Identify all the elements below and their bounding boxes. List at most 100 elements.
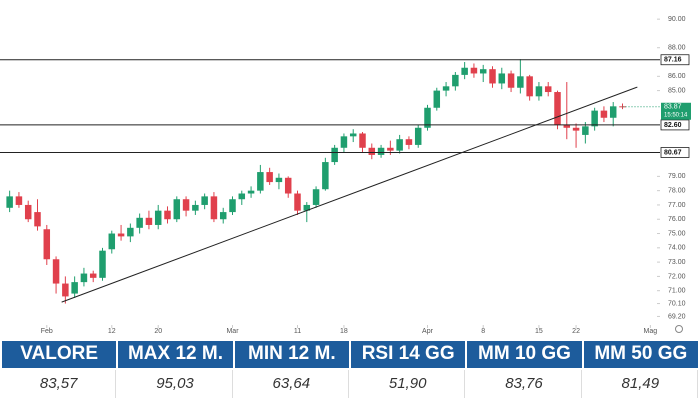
candle-body <box>210 196 218 220</box>
x-tick-label: 18 <box>340 328 348 335</box>
level-label-box <box>660 119 690 131</box>
x-tick-label: 8 <box>481 328 485 335</box>
candle-body <box>89 273 97 278</box>
value-cell: 51,90 <box>351 369 466 398</box>
candle-body <box>117 233 125 237</box>
value-cell: 81,49 <box>584 369 698 398</box>
candle-body <box>507 73 515 88</box>
settings-icon[interactable] <box>675 325 683 333</box>
y-tick-label: 76.00 <box>668 216 686 223</box>
candle-body <box>201 196 208 205</box>
candle-body <box>405 139 413 145</box>
x-tick-label: 20 <box>154 328 162 335</box>
header-cell: MM 10 GG <box>467 341 582 368</box>
candle-body <box>284 177 292 194</box>
candle-body <box>359 133 366 148</box>
candle-body <box>340 136 348 148</box>
level-label: 82.60 <box>664 122 682 129</box>
candle-body <box>461 67 468 75</box>
y-tick-label: 71.00 <box>668 288 686 295</box>
y-tick-label: 72.00 <box>668 273 686 280</box>
y-tick-label: 73.00 <box>668 259 686 266</box>
candle-body <box>572 127 580 131</box>
stats-table: VALORE MAX 12 M. MIN 12 M. RSI 14 GG MM 10 G… <box>0 339 700 400</box>
header-cell: VALORE <box>2 341 117 368</box>
level-label-box <box>660 54 690 66</box>
x-tick-label: 12 <box>108 328 116 335</box>
candle-body <box>219 212 227 220</box>
y-tick-label: 85.00 <box>668 87 686 94</box>
level-label-box <box>660 147 690 158</box>
value-cell: 83,57 <box>2 369 117 398</box>
candle-body <box>108 233 116 250</box>
candle-body <box>591 110 598 127</box>
x-tick-label: Feb <box>41 328 53 335</box>
y-tick-label: 75.00 <box>668 230 686 237</box>
candle-body <box>136 217 143 228</box>
candle-body <box>433 90 441 108</box>
candle-body <box>173 199 181 220</box>
y-tick-label: 70.10 <box>668 300 686 307</box>
level-label: 80.67 <box>664 149 682 156</box>
header-cell: MM 50 GG <box>583 341 698 368</box>
candle-body <box>489 69 496 84</box>
candle-body <box>99 250 106 278</box>
header-cell: RSI 14 GG <box>350 341 466 368</box>
value-cell: 63,64 <box>235 369 349 398</box>
candle-body <box>368 147 376 155</box>
y-tick-label: 88.00 <box>668 45 686 52</box>
candle-body <box>52 259 60 284</box>
candle-body <box>34 212 41 227</box>
x-tick-label: Mag <box>644 328 658 335</box>
y-tick-label: 74.00 <box>668 245 686 252</box>
last-price-time: 15:50:14 <box>664 112 688 118</box>
values-row: 83,57 95,03 63,64 51,90 83,76 81,49 <box>2 369 698 398</box>
candle-body <box>127 227 134 237</box>
candle-body <box>182 199 190 211</box>
candle-body <box>229 199 236 213</box>
candle-body <box>80 273 88 283</box>
candle-body <box>498 73 506 84</box>
y-tick-label: 77.00 <box>668 202 686 209</box>
candle-body <box>71 282 78 294</box>
candle-body <box>349 133 357 137</box>
level-label: 87.16 <box>664 57 682 64</box>
candle-body <box>164 210 171 220</box>
candle-body <box>470 67 478 74</box>
x-tick-label: 15 <box>535 328 543 335</box>
y-tick-label: 90.00 <box>668 16 686 23</box>
header-cell: MAX 12 M. <box>118 341 233 368</box>
x-tick-label: Apr <box>422 328 434 335</box>
candle-body <box>452 74 459 87</box>
x-tick-label: Mar <box>226 328 239 335</box>
last-price-label: 83.87 <box>664 104 682 111</box>
candle-body <box>192 204 199 211</box>
candle-body <box>24 204 32 220</box>
candle-body <box>275 177 283 183</box>
candle-body <box>535 86 543 97</box>
value-cell: 95,03 <box>118 369 233 398</box>
candle-body <box>414 127 422 145</box>
candle-body <box>247 190 255 194</box>
candle-body <box>15 196 23 205</box>
candle-body <box>266 172 273 183</box>
trend-line <box>61 86 638 303</box>
candle-body <box>526 76 533 97</box>
candle-body <box>387 147 394 151</box>
header-cell: MIN 12 M. <box>234 341 349 368</box>
candle-body <box>6 196 13 208</box>
candle-body <box>582 126 589 135</box>
candle-body <box>609 106 617 118</box>
y-tick-label: 78.00 <box>668 187 686 194</box>
last-price-badge <box>661 102 691 120</box>
value-cell: 83,76 <box>467 369 582 398</box>
candle-body <box>479 69 487 74</box>
y-tick-label: 69.20 <box>668 313 686 320</box>
header-row: VALORE MAX 12 M. MIN 12 M. RSI 14 GG MM 10 G… <box>2 341 698 368</box>
candle-body <box>331 147 338 163</box>
candle-body <box>554 92 561 125</box>
candle-body <box>238 193 246 200</box>
candle-body <box>154 210 162 225</box>
candle-body <box>145 217 153 225</box>
